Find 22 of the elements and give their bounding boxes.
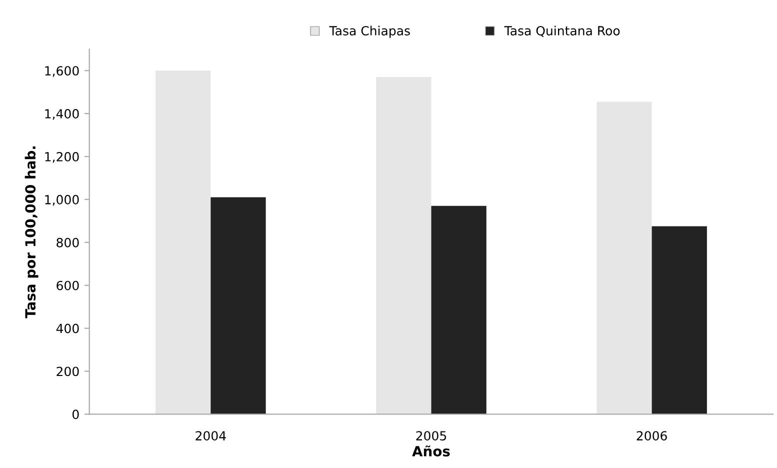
bar — [156, 70, 211, 414]
y-tick-label: 800 — [56, 238, 79, 248]
legend-label: Tasa Quintana Roo — [504, 26, 620, 37]
bar — [652, 226, 707, 414]
bar — [376, 77, 432, 414]
y-tick-label: 1,000 — [45, 194, 79, 206]
legend-label: Tasa Chiapas — [329, 26, 410, 38]
x-tick-label: 2004 — [196, 431, 226, 441]
y-tick-label: 1,200 — [45, 152, 79, 163]
bar — [596, 102, 652, 414]
bar — [431, 206, 486, 414]
y-tick-label: 1,400 — [45, 109, 79, 120]
y-tick-label: 0 — [72, 410, 79, 420]
y-tick-label: 400 — [56, 324, 79, 334]
y-axis-title: Tasa por 100,000 hab. — [24, 146, 38, 318]
x-axis-title: Años — [412, 445, 450, 456]
y-tick-label: 1,600 — [45, 66, 79, 77]
y-tick-label: 600 — [56, 280, 79, 290]
y-tick-label: 200 — [56, 366, 79, 376]
x-tick-label: 2005 — [416, 431, 446, 441]
x-tick-label: 2006 — [636, 431, 667, 441]
bar — [210, 197, 266, 414]
